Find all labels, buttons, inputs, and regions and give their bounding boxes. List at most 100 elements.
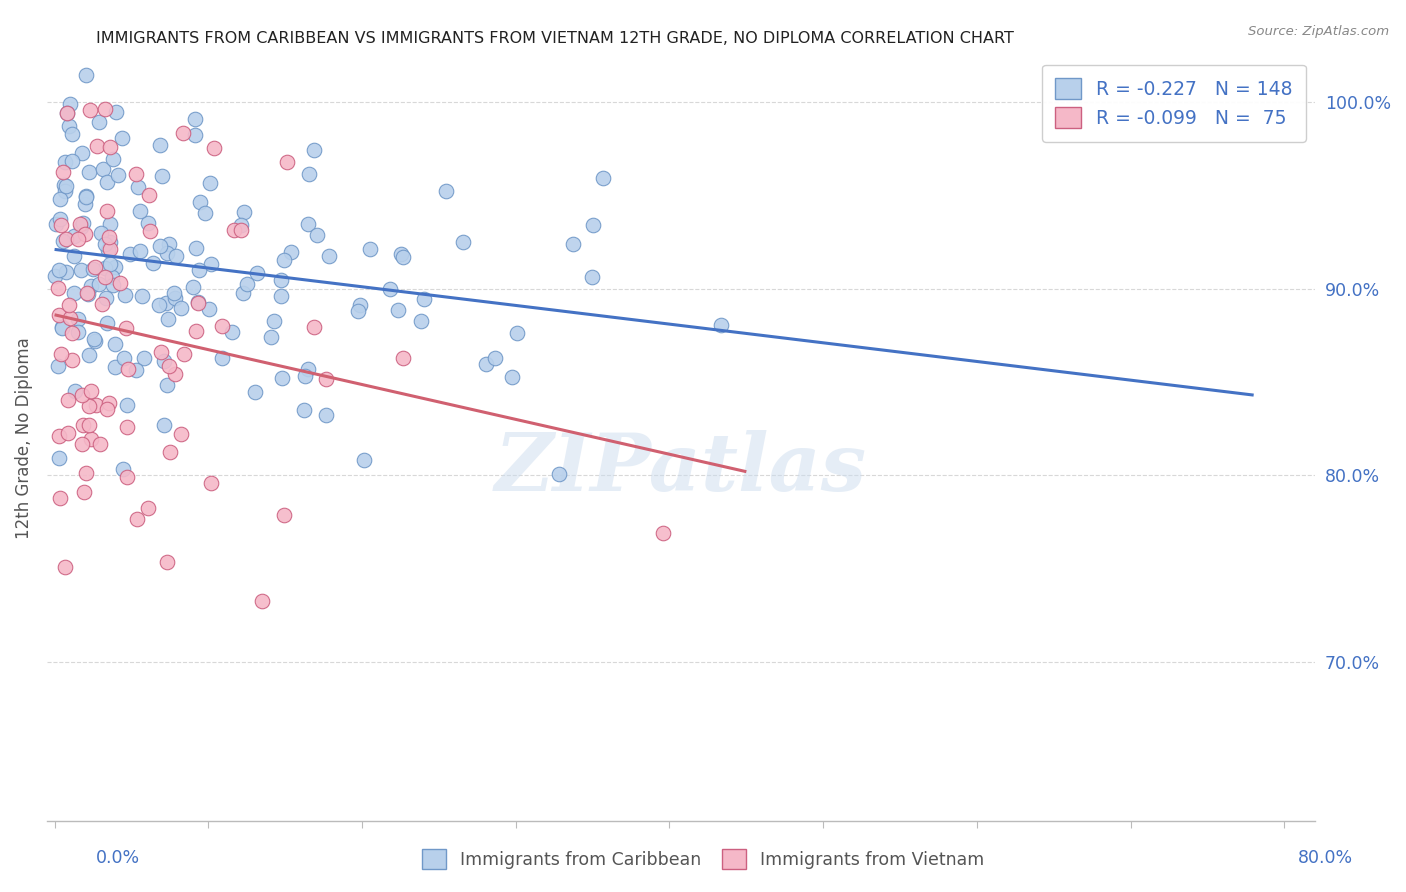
Point bbox=[305, 227, 328, 242]
Point bbox=[157, 236, 180, 251]
Point bbox=[138, 501, 160, 516]
Point bbox=[55, 179, 77, 194]
Legend: R = -0.227   N = 148, R = -0.099   N =  75: R = -0.227 N = 148, R = -0.099 N = 75 bbox=[1042, 64, 1306, 142]
Point bbox=[69, 262, 91, 277]
Point bbox=[62, 153, 84, 168]
Point bbox=[59, 97, 82, 112]
Point bbox=[297, 361, 319, 376]
Point bbox=[45, 217, 67, 231]
Point bbox=[69, 217, 91, 231]
Point bbox=[48, 429, 70, 443]
Point bbox=[412, 292, 434, 306]
Point bbox=[163, 291, 186, 305]
Point bbox=[263, 314, 285, 328]
Point bbox=[315, 408, 337, 422]
Point bbox=[70, 388, 93, 402]
Point bbox=[187, 294, 209, 309]
Point bbox=[75, 190, 97, 204]
Point bbox=[202, 141, 225, 155]
Point bbox=[60, 326, 83, 341]
Point bbox=[94, 260, 117, 275]
Point bbox=[44, 268, 66, 283]
Point bbox=[76, 467, 98, 481]
Point bbox=[56, 106, 79, 120]
Point bbox=[273, 508, 295, 522]
Point bbox=[484, 351, 506, 366]
Point bbox=[188, 263, 211, 277]
Point bbox=[115, 420, 138, 434]
Point bbox=[129, 204, 152, 219]
Point bbox=[211, 319, 233, 334]
Point bbox=[115, 398, 138, 412]
Point bbox=[270, 272, 292, 286]
Point bbox=[66, 312, 89, 326]
Point bbox=[200, 475, 222, 490]
Point bbox=[232, 205, 254, 219]
Point bbox=[105, 104, 128, 119]
Point bbox=[112, 351, 135, 366]
Point bbox=[710, 318, 733, 332]
Point bbox=[80, 279, 103, 293]
Point bbox=[94, 236, 117, 251]
Point bbox=[188, 194, 211, 209]
Point bbox=[46, 359, 69, 373]
Point bbox=[75, 68, 97, 82]
Point bbox=[349, 298, 371, 312]
Point bbox=[651, 526, 673, 541]
Point bbox=[56, 425, 79, 440]
Point bbox=[270, 289, 292, 303]
Point bbox=[111, 462, 134, 476]
Point bbox=[132, 351, 155, 365]
Point bbox=[170, 427, 193, 442]
Point bbox=[136, 216, 159, 230]
Point bbox=[159, 445, 181, 459]
Point bbox=[79, 103, 101, 117]
Point bbox=[163, 286, 186, 301]
Point bbox=[111, 130, 134, 145]
Point bbox=[252, 594, 274, 608]
Point bbox=[49, 346, 72, 360]
Point bbox=[56, 105, 79, 120]
Point bbox=[101, 152, 124, 166]
Point bbox=[58, 119, 80, 133]
Point bbox=[318, 249, 340, 263]
Point bbox=[246, 266, 269, 280]
Y-axis label: 12th Grade, No Diploma: 12th Grade, No Diploma bbox=[15, 337, 32, 539]
Point bbox=[391, 250, 413, 264]
Point bbox=[170, 301, 193, 315]
Point bbox=[506, 326, 529, 341]
Point bbox=[58, 298, 80, 312]
Text: ZIPatlas: ZIPatlas bbox=[495, 430, 868, 508]
Point bbox=[149, 137, 172, 152]
Point bbox=[60, 127, 83, 141]
Point bbox=[48, 450, 70, 465]
Point bbox=[271, 371, 294, 385]
Point bbox=[107, 168, 129, 182]
Point bbox=[127, 180, 149, 194]
Point bbox=[49, 192, 72, 206]
Point bbox=[51, 321, 73, 335]
Point bbox=[181, 280, 204, 294]
Point bbox=[156, 378, 179, 392]
Point bbox=[94, 269, 117, 284]
Point bbox=[149, 345, 172, 359]
Point bbox=[103, 277, 125, 292]
Text: IMMIGRANTS FROM CARIBBEAN VS IMMIGRANTS FROM VIETNAM 12TH GRADE, NO DIPLOMA CORR: IMMIGRANTS FROM CARIBBEAN VS IMMIGRANTS … bbox=[96, 31, 1014, 46]
Point bbox=[91, 162, 114, 177]
Point bbox=[297, 218, 319, 232]
Point bbox=[475, 357, 498, 371]
Point bbox=[315, 372, 337, 386]
Point bbox=[294, 368, 316, 383]
Point bbox=[232, 285, 254, 300]
Point bbox=[94, 292, 117, 306]
Point bbox=[73, 227, 96, 241]
Point bbox=[131, 289, 153, 303]
Point bbox=[86, 398, 108, 412]
Point bbox=[581, 269, 603, 284]
Point bbox=[87, 277, 110, 291]
Point bbox=[89, 437, 111, 451]
Point bbox=[60, 353, 83, 368]
Point bbox=[52, 178, 75, 193]
Point bbox=[378, 282, 401, 296]
Legend: Immigrants from Caribbean, Immigrants from Vietnam: Immigrants from Caribbean, Immigrants fr… bbox=[415, 842, 991, 876]
